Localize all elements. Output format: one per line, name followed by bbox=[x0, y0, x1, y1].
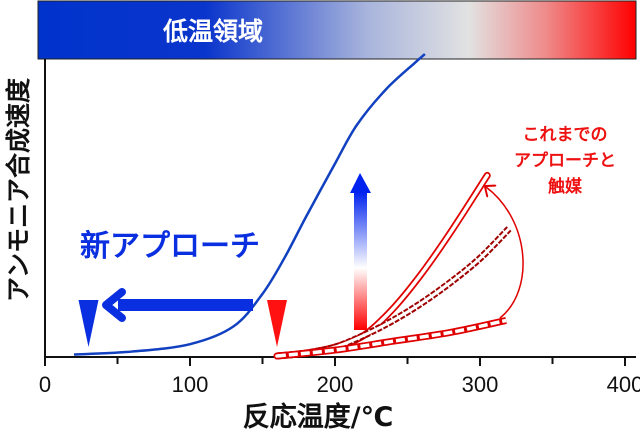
catalyst-comparison-arrow bbox=[486, 187, 524, 319]
x-tick-label: 400 bbox=[607, 372, 640, 397]
y-axis-label: アンモニア合成速度 bbox=[4, 78, 33, 302]
x-axis-label: 反応温度/℃ bbox=[243, 401, 394, 433]
series-conventional-2 bbox=[276, 226, 512, 360]
x-tick-label: 0 bbox=[39, 372, 51, 397]
series-conventional-2-inner bbox=[276, 227, 511, 358]
left-arrow bbox=[102, 288, 253, 322]
band-label: 低温領域 bbox=[162, 17, 263, 46]
conventional-label-line1: これまでの bbox=[523, 125, 608, 145]
series-conventional-3 bbox=[276, 317, 507, 360]
rate-increase-arrow bbox=[350, 173, 371, 330]
x-tick-label: 300 bbox=[462, 372, 499, 397]
conventional-marker bbox=[267, 300, 287, 347]
new-approach-marker bbox=[78, 300, 99, 347]
series-new-approach bbox=[73, 53, 426, 356]
conventional-label-line2: アプローチと bbox=[514, 150, 616, 171]
new-approach-label: 新アプローチ bbox=[80, 229, 260, 264]
conventional-label-line3: 触媒 bbox=[547, 176, 583, 197]
low-temperature-band bbox=[37, 0, 637, 60]
series-conventional-3-inner bbox=[276, 318, 507, 358]
x-tick-label: 200 bbox=[317, 372, 354, 397]
x-tick-label: 100 bbox=[172, 372, 209, 397]
